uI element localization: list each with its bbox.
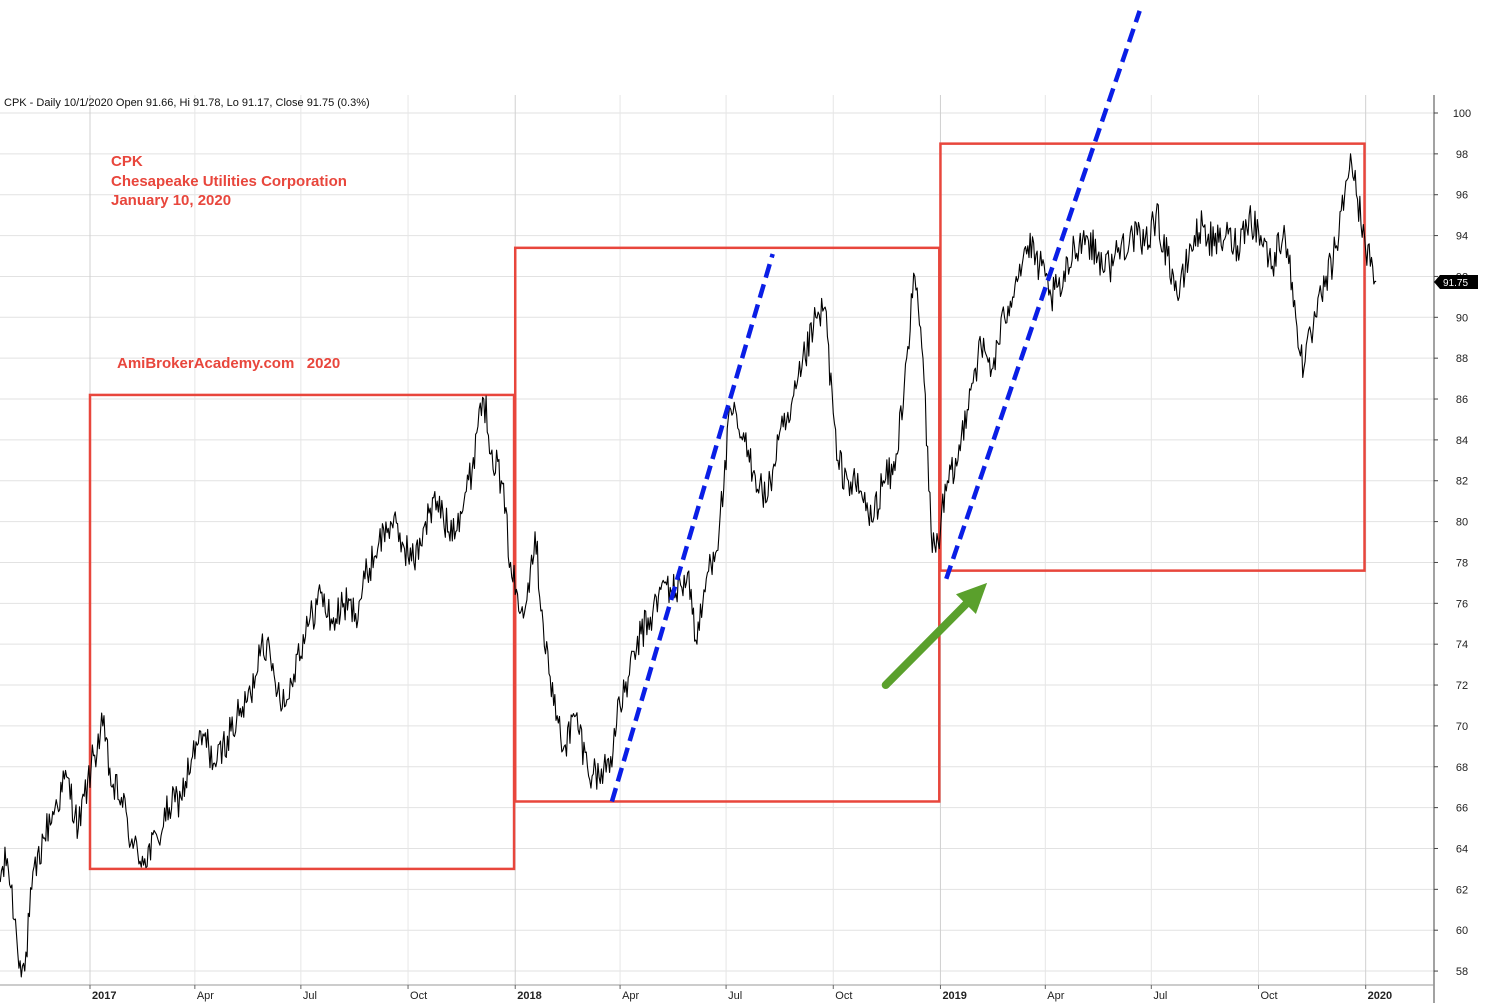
x-tick-label: 2020 [1368, 990, 1392, 1002]
watermark-text: AmiBrokerAcademy.com 2020 [117, 355, 340, 372]
annotation-symbol: CPK [111, 153, 143, 170]
y-tick-label: 58 [1456, 966, 1468, 978]
y-tick-label: 90 [1456, 312, 1468, 324]
y-tick-label: 64 [1456, 843, 1468, 855]
x-tick-label: 2019 [942, 990, 966, 1002]
price-line [0, 153, 1377, 978]
y-tick-label: 70 [1456, 721, 1468, 733]
chart-header: CPK - Daily 10/1/2020 Open 91.66, Hi 91.… [4, 97, 370, 109]
y-tick-label: 82 [1456, 476, 1468, 488]
last-value-tag [1434, 275, 1478, 289]
green-arrow [881, 582, 988, 690]
y-tick-label: 100 [1453, 108, 1471, 120]
year-boxes [88, 142, 1366, 871]
arrow-head [956, 582, 988, 614]
annotation-date: January 10, 2020 [111, 192, 231, 209]
x-tick-label: Jul [728, 990, 742, 1002]
y-tick-label: 86 [1456, 394, 1468, 406]
price-series [0, 153, 1377, 978]
trendline [944, 10, 1142, 580]
x-tick-label: Apr [197, 990, 214, 1002]
y-tick-label: 62 [1456, 884, 1468, 896]
trendlines [609, 10, 1142, 803]
y-tick-label: 76 [1456, 598, 1468, 610]
x-tick-label: Apr [622, 990, 639, 1002]
y-tick-label: 80 [1456, 517, 1468, 529]
x-tick-label: Apr [1047, 990, 1064, 1002]
y-tick-label: 68 [1456, 762, 1468, 774]
x-tick-label: 2018 [517, 990, 541, 1002]
y-tick-label: 72 [1456, 680, 1468, 692]
year-box [939, 142, 1366, 572]
y-tick-label: 84 [1456, 435, 1468, 447]
x-tick-label: Jul [1153, 990, 1167, 1002]
x-tick-label: Jul [303, 990, 317, 1002]
x-tick-label: Oct [1260, 990, 1277, 1002]
y-tick-label: 66 [1456, 803, 1468, 815]
x-axis: 2017 Apr Jul Oct 2018 Apr Jul Oct 2019 Apr Jul Oct 2… [89, 985, 1392, 1002]
y-tick-label: 60 [1456, 925, 1468, 937]
annotation-company: Chesapeake Utilities Corporation [111, 173, 347, 190]
y-tick-label: 74 [1456, 639, 1468, 651]
x-tick-label: Oct [835, 990, 852, 1002]
y-tick-label: 98 [1456, 149, 1468, 161]
y-tick-label: 96 [1456, 190, 1468, 202]
y-tick-label: 88 [1456, 353, 1468, 365]
y-tick-label: 94 [1456, 231, 1468, 243]
x-tick-label: Oct [410, 990, 427, 1002]
arrow-shaft [881, 600, 970, 690]
x-tick-label: 2017 [92, 990, 116, 1002]
trendline [609, 253, 775, 803]
y-tick-label: 78 [1456, 557, 1468, 569]
last-value-text: 91.75 [1443, 278, 1468, 289]
last-value-label: 91.75 [1434, 275, 1478, 289]
